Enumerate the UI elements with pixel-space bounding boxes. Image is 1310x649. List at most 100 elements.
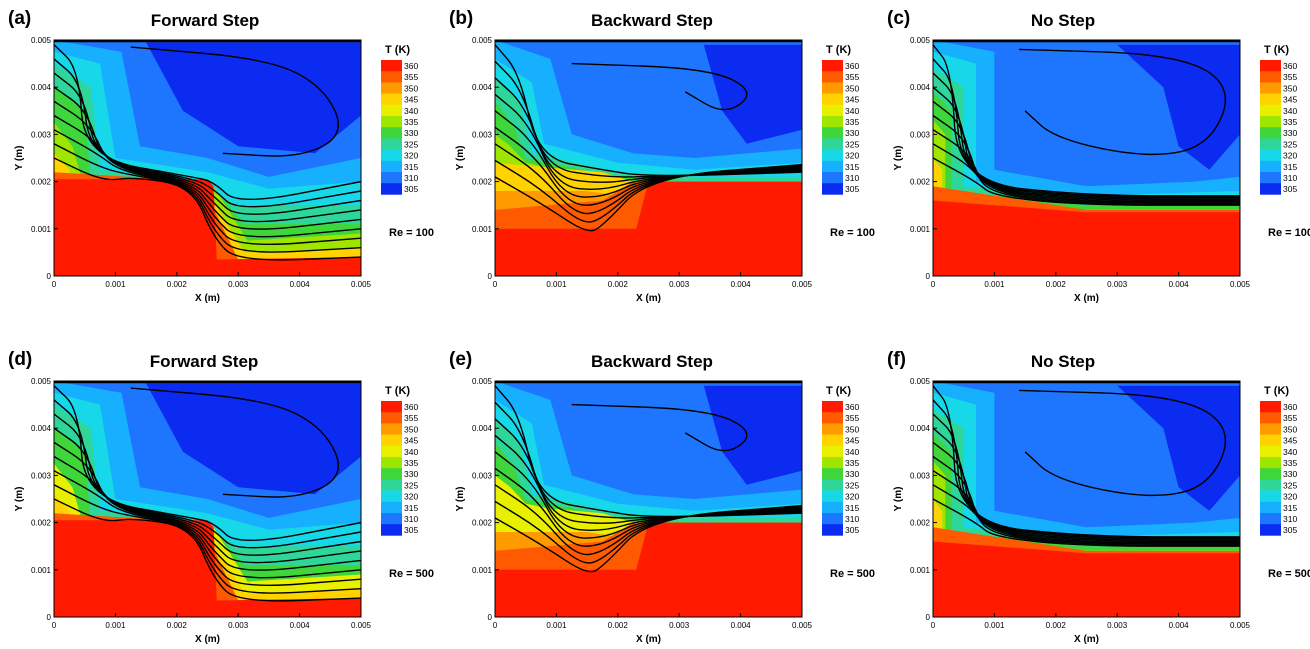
- isotherm-line: [495, 418, 802, 524]
- colorbar-swatch: [381, 93, 402, 106]
- colorbar-swatch: [381, 457, 402, 469]
- y-tick-label: 0: [488, 613, 493, 622]
- isotherm-line: [495, 451, 802, 539]
- colorbar-tick-label: 320: [1283, 492, 1297, 502]
- y-tick-label: 0: [926, 272, 931, 281]
- panel-label: (d): [8, 349, 32, 370]
- panel-label: (e): [449, 349, 472, 370]
- isotherm-line: [54, 427, 361, 564]
- colorbar-tick-label: 355: [404, 72, 418, 82]
- colorbar-swatch: [822, 434, 843, 447]
- colorbar-swatch: [381, 524, 402, 536]
- colorbar-swatch: [381, 116, 402, 128]
- temperature-band: [1117, 44, 1240, 170]
- y-tick-label: 0.004: [31, 83, 52, 92]
- y-tick-label: 0.005: [472, 377, 493, 386]
- colorbar-title: T (K): [826, 44, 851, 56]
- colorbar-tick-label: 320: [404, 151, 418, 161]
- colorbar-swatch: [1260, 479, 1281, 491]
- y-tick-label: 0: [47, 272, 52, 281]
- colorbar-swatch: [381, 172, 402, 184]
- y-tick-label: 0.005: [31, 377, 52, 386]
- x-axis-label: X (m): [636, 634, 661, 645]
- x-tick-label: 0.003: [228, 280, 249, 289]
- x-tick-label: 0.004: [1169, 280, 1190, 289]
- colorbar-swatch: [1260, 172, 1281, 184]
- colorbar-swatch: [822, 401, 843, 413]
- colorbar-tick-label: 355: [404, 413, 418, 423]
- x-tick-label: 0.002: [1046, 621, 1067, 630]
- plot-frame: [53, 39, 362, 277]
- panel-title: Backward Step: [591, 11, 713, 30]
- x-tick-label: 0.002: [167, 280, 188, 289]
- isotherm-line: [495, 385, 802, 518]
- colorbar-tick-label: 360: [1283, 61, 1297, 71]
- y-tick-label: 0.002: [910, 519, 931, 528]
- colorbar-swatch: [1260, 149, 1281, 162]
- plot-frame: [494, 39, 803, 277]
- isotherm-line: [571, 62, 748, 111]
- x-tick-label: 0.003: [669, 280, 690, 289]
- isotherm-line: [933, 498, 1240, 547]
- y-axis-label: Y (m): [893, 146, 904, 171]
- colorbar-swatch: [381, 479, 402, 491]
- isotherm-line: [54, 157, 361, 261]
- isotherm-line: [54, 114, 361, 238]
- temperature-band: [495, 522, 802, 617]
- isotherm-line: [495, 434, 802, 531]
- x-tick-label: 0: [52, 621, 57, 630]
- colorbar-swatch: [822, 116, 843, 128]
- colorbar-swatch: [381, 160, 402, 173]
- panel-title: Forward Step: [150, 352, 259, 371]
- colorbar-tick-label: 305: [845, 184, 859, 194]
- y-tick-label: 0.002: [31, 178, 52, 187]
- colorbar-swatch: [381, 423, 402, 435]
- colorbar-tick-label: 330: [404, 128, 418, 138]
- colorbar-tick-label: 330: [845, 469, 859, 479]
- colorbar-tick-label: 350: [1283, 424, 1297, 434]
- isotherm-line: [495, 126, 802, 206]
- colorbar-tick-label: 305: [1283, 184, 1297, 194]
- colorbar-tick-label: 360: [404, 61, 418, 71]
- y-tick-label: 0.002: [472, 519, 493, 528]
- reynolds-label: Re = 100: [1268, 227, 1310, 239]
- y-tick-label: 0.001: [472, 225, 493, 234]
- colorbar-swatch: [1260, 445, 1281, 458]
- x-tick-label: 0.004: [290, 280, 311, 289]
- x-tick-label: 0.002: [167, 621, 188, 630]
- colorbar-swatch: [381, 501, 402, 514]
- colorbar-swatch: [381, 138, 402, 150]
- y-axis-label: Y (m): [14, 146, 25, 171]
- colorbar-tick-label: 350: [404, 83, 418, 93]
- colorbar-swatch: [1260, 457, 1281, 469]
- temperature-field: [495, 40, 802, 276]
- colorbar-swatch: [822, 445, 843, 458]
- colorbar-tick-label: 345: [845, 436, 859, 446]
- colorbar-swatch: [1260, 104, 1281, 117]
- isotherm-line: [495, 467, 802, 547]
- temperature-band: [933, 541, 1240, 617]
- colorbar-swatch: [822, 160, 843, 173]
- colorbar-swatch: [1260, 434, 1281, 447]
- colorbar-swatch: [822, 457, 843, 469]
- isotherm-line: [495, 77, 802, 183]
- isotherm-line: [54, 100, 361, 230]
- colorbar-swatch: [822, 183, 843, 195]
- colorbar-swatch: [381, 104, 402, 117]
- isotherm-line: [54, 455, 361, 579]
- colorbar-swatch: [1260, 513, 1281, 525]
- x-tick-label: 0.005: [1230, 621, 1251, 630]
- isotherm-line: [495, 44, 802, 177]
- reynolds-label: Re = 500: [1268, 568, 1310, 580]
- colorbar-tick-label: 330: [404, 469, 418, 479]
- colorbar-tick-label: 340: [404, 106, 418, 116]
- colorbar-tick-label: 360: [845, 61, 859, 71]
- temperature-band: [54, 179, 361, 276]
- y-tick-label: 0: [926, 613, 931, 622]
- temperature-band: [54, 520, 361, 617]
- y-tick-label: 0: [488, 272, 493, 281]
- x-axis-label: X (m): [195, 634, 220, 645]
- x-tick-label: 0.003: [228, 621, 249, 630]
- isotherm-line: [933, 58, 1240, 198]
